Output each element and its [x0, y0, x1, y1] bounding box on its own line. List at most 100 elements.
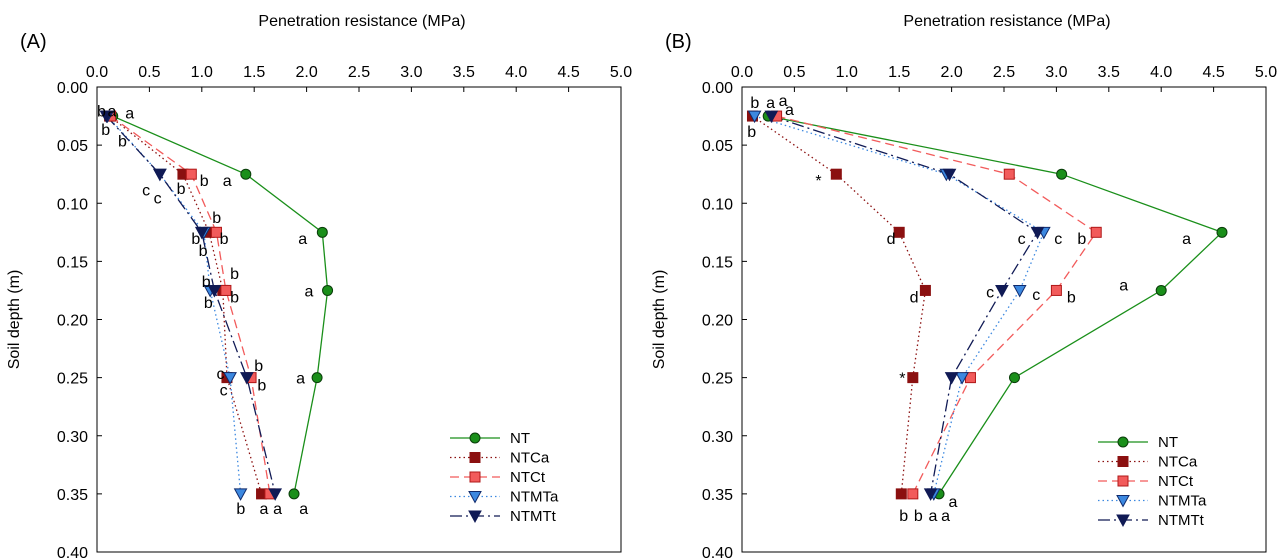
y-tick-label: 0.20	[702, 313, 733, 330]
significance-label: b	[202, 274, 211, 291]
legend-marker-nt	[469, 432, 481, 444]
x-tick-label: 1.0	[191, 64, 213, 81]
data-point-nt	[1216, 226, 1228, 238]
data-point-ntmtt	[942, 168, 957, 182]
x-tick-label: 2.0	[295, 64, 317, 81]
legend: NT NTCa NTCt NTMTa NTMTt	[1098, 434, 1207, 529]
significance-label: b	[236, 501, 245, 518]
legend-marker-ntmta	[468, 491, 482, 504]
x-tick-label: 1.0	[836, 64, 858, 81]
significance-label: a	[296, 371, 305, 388]
significance-label: b	[750, 95, 759, 112]
significance-label: b	[230, 289, 239, 306]
x-tick-label: 2.5	[993, 64, 1015, 81]
data-point-nt	[316, 226, 328, 238]
significance-label: a	[107, 103, 116, 120]
significance-label: b	[200, 173, 209, 190]
legend-marker-ntct	[1117, 475, 1129, 487]
significance-label: c	[142, 182, 150, 199]
data-point-ntct	[1003, 168, 1015, 180]
significance-label: a	[779, 93, 788, 110]
data-point-nt	[311, 372, 323, 384]
significance-label: a	[305, 283, 314, 300]
x-axis-title: Penetration resistance (MPa)	[258, 13, 465, 30]
significance-label: c	[216, 366, 224, 383]
x-tick-label: 4.5	[557, 64, 579, 81]
significance-label: b	[199, 243, 208, 260]
significance-label: c	[1054, 231, 1062, 248]
data-point-nt	[1008, 372, 1020, 384]
significance-label: b	[118, 133, 127, 150]
significance-label: c	[154, 190, 162, 207]
data-point-ntca	[907, 372, 919, 384]
y-tick-label: 0.30	[702, 429, 733, 446]
significance-label: *	[815, 173, 821, 190]
x-tick-label: 2.0	[940, 64, 962, 81]
legend-label-ntmta: NTMTa	[1158, 493, 1207, 510]
data-point-ntmtt	[995, 284, 1009, 298]
y-tick-label: 0.25	[57, 371, 88, 388]
panel-label: (A)	[20, 31, 47, 53]
significance-label: a	[941, 508, 950, 525]
data-point-ntca	[893, 226, 905, 238]
significance-label: b	[191, 231, 200, 248]
data-point-ntct	[210, 226, 222, 238]
significance-label: b	[254, 358, 263, 375]
legend-marker-ntct	[469, 471, 481, 483]
x-tick-label: 0.5	[783, 64, 805, 81]
y-tick-label: 0.35	[702, 487, 733, 504]
y-tick-label: 0.30	[57, 429, 88, 446]
series-line-ntca	[109, 115, 263, 495]
data-point-ntmtt	[764, 110, 779, 124]
data-point-ntct	[1090, 226, 1102, 238]
x-tick-label: 0.0	[86, 64, 108, 81]
data-point-ntmta	[747, 110, 762, 124]
data-point-ntmta	[1012, 284, 1027, 298]
series-line-nt	[768, 115, 1224, 495]
y-axis-title: Soil depth (m)	[651, 270, 668, 370]
significance-label: a	[259, 501, 268, 518]
x-tick-label: 3.0	[1045, 64, 1067, 81]
x-tick-label: 3.0	[400, 64, 422, 81]
significance-label: c	[220, 382, 228, 399]
significance-label: *	[899, 371, 905, 388]
significance-label: b	[204, 295, 213, 312]
y-tick-label: 0.20	[57, 313, 88, 330]
data-point-ntmta	[955, 372, 969, 385]
significance-label: a	[125, 106, 134, 123]
legend-label-ntmta: NTMTa	[510, 489, 559, 506]
data-point-nt	[288, 488, 300, 500]
series-line-nt	[112, 115, 329, 495]
y-tick-label: 0.00	[57, 80, 88, 97]
significance-label: a	[273, 501, 282, 518]
significance-label: b	[257, 378, 266, 395]
significance-label: a	[223, 173, 232, 190]
legend-label-ntmtt: NTMTt	[510, 508, 557, 525]
legend-label-ntmtt: NTMTt	[1158, 512, 1205, 529]
y-tick-label: 0.05	[57, 138, 88, 155]
x-tick-label: 4.5	[1202, 64, 1224, 81]
series-line-ntct	[776, 115, 1098, 495]
data-point-ntmtt	[194, 226, 209, 240]
significance-label: a	[948, 494, 957, 511]
legend-label-ntca: NTCa	[1158, 454, 1198, 471]
legend-marker-ntmta	[1116, 495, 1130, 508]
data-point-ntmtt	[1030, 226, 1045, 240]
chart-panel-a: (A) Penetration resistance (MPa) Soil dept…	[6, 13, 632, 560]
y-tick-label: 0.10	[57, 196, 88, 213]
significance-label: a	[1119, 278, 1128, 295]
legend: NT NTCa NTCt NTMTa NTMTt	[450, 430, 559, 525]
data-point-ntmtt	[99, 110, 114, 124]
data-point-ntct	[220, 284, 232, 296]
significance-label: a	[785, 102, 794, 119]
data-point-ntca	[919, 284, 931, 296]
y-tick-label: 0.10	[702, 196, 733, 213]
significance-label: d	[910, 289, 919, 306]
significance-label: c	[986, 285, 994, 302]
data-point-ntct	[185, 168, 197, 180]
x-tick-label: 3.5	[453, 64, 475, 81]
significance-label: b	[1077, 231, 1086, 248]
legend-marker-ntmtt	[468, 510, 482, 524]
legend-label-ntct: NTCt	[1158, 473, 1194, 490]
significance-label: b	[212, 210, 221, 227]
